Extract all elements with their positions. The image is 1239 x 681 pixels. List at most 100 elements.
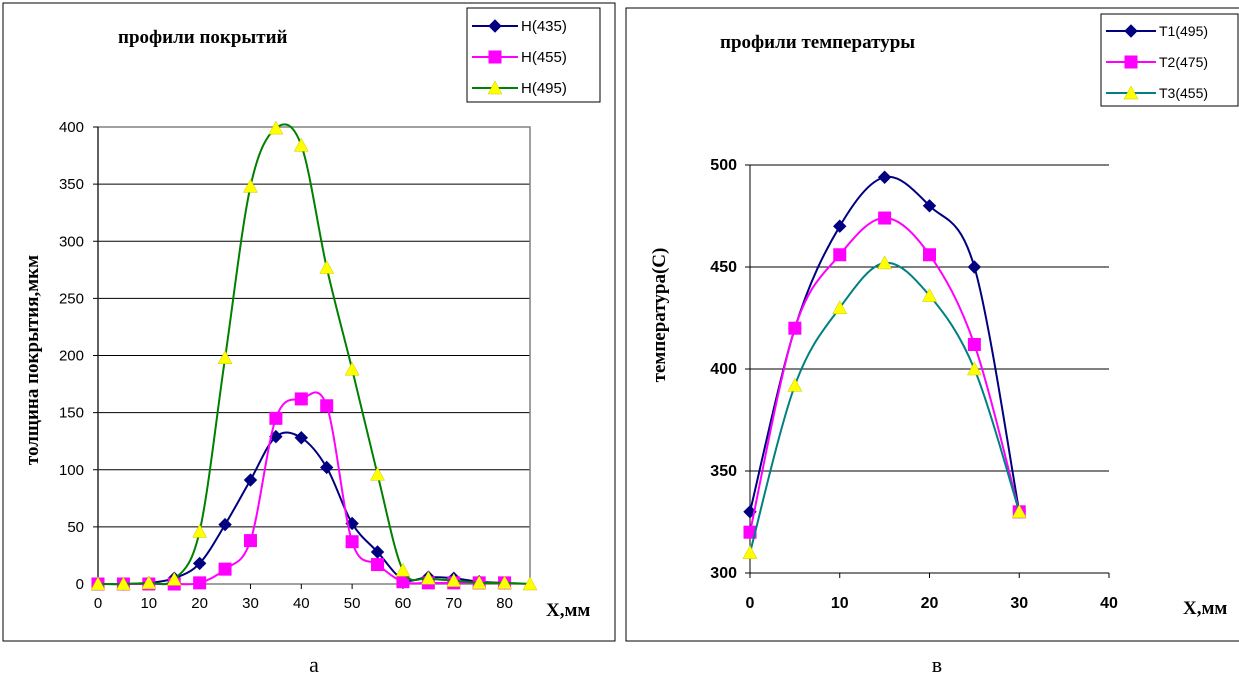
chart-a-y-tick-label: 250 [59, 290, 84, 307]
chart-a-x-label: X,мм [546, 600, 590, 621]
chart-b-title: профили температуры [720, 32, 915, 53]
chart-b-y-label: температура(С) [649, 248, 670, 383]
chart-a-legend-marker [488, 19, 502, 33]
chart-a-series-line [97, 123, 531, 586]
chart-a-data-point [497, 575, 513, 590]
chart-a-data-point [218, 562, 232, 576]
chart-a-y-label: толщина покрытия,мкм [22, 255, 43, 465]
chart-a-x-tick-label: 50 [344, 595, 361, 612]
chart-b-y-tick-label: 450 [710, 259, 737, 276]
chart-a-x-tick-label: 20 [191, 595, 208, 612]
chart-a-legend-marker [487, 80, 503, 95]
chart-a-y-tick-label: 0 [76, 576, 84, 593]
chart-a-y-tick-label: 50 [67, 519, 84, 536]
chart-a-data-point [446, 573, 462, 587]
chart-a-data-point [471, 575, 487, 590]
chart-a-data-point [243, 534, 257, 548]
chart-a: 0 50 100 150 200 250 300 350 400 0 10 20 30 40 50 60 70 8… [2, 2, 616, 677]
chart-a-x-tick-label: 70 [445, 595, 462, 612]
chart-b-y-tick-label: 350 [710, 463, 737, 480]
chart-a-data-point [320, 399, 334, 413]
chart-a-x-tick-label: 80 [496, 595, 513, 612]
chart-a-data-point [345, 535, 359, 549]
chart-b-x-tick-label: 0 [746, 595, 755, 612]
chart-a-data-point [141, 575, 157, 590]
chart-b-data-point [742, 545, 758, 559]
chart-b-data-point [833, 219, 847, 233]
chart-a-data-point [243, 473, 258, 487]
chart-a-legend-label: H(435) [521, 18, 567, 35]
chart-a-title: профили покрытий [118, 27, 288, 48]
chart-a-legend-marker [488, 50, 502, 64]
chart-b-data-point [1011, 504, 1027, 519]
chart-a-data-point [90, 576, 106, 591]
chart-b-data-point [787, 377, 803, 392]
chart-a-data-point [294, 392, 308, 406]
chart-a-data-point [217, 350, 233, 365]
chart-b-data-point [832, 300, 848, 315]
chart-b-legend-label: T3(455) [1159, 85, 1208, 101]
chart-b-y-tick-label: 300 [710, 565, 737, 582]
chart-a-data-point [371, 558, 385, 572]
chart-a-data-point [192, 523, 208, 538]
chart-a-x-tick-label: 0 [94, 595, 102, 612]
chart-a-data-point [268, 120, 284, 135]
chart-a-data-point [218, 517, 232, 532]
chart-a-data-point [293, 137, 309, 152]
chart-b-caption: в [932, 652, 942, 677]
chart-a-y-tick-label: 100 [59, 462, 84, 479]
chart-a-data-point [269, 411, 283, 425]
chart-a-data-point [420, 570, 436, 585]
chart-b-x-tick-label: 40 [1100, 595, 1118, 612]
chart-a-y-tick-label: 400 [59, 119, 84, 136]
chart-b-data-point [967, 260, 982, 274]
chart-b-data-point [877, 170, 892, 184]
chart-a-x-tick-label: 40 [293, 595, 310, 612]
chart-a-y-tick-label: 300 [59, 233, 84, 250]
chart-b-legend-label: T2(475) [1159, 54, 1208, 70]
chart-a-data-point [319, 260, 335, 274]
chart-a-data-point [395, 562, 411, 577]
chart-a-y-tick-label: 200 [59, 348, 84, 365]
chart-a-caption: а [309, 652, 319, 677]
chart-a-data-point [370, 466, 385, 481]
chart-a-legend-label: H(455) [521, 49, 567, 66]
chart-a-data-point [344, 361, 360, 376]
chart-b-data-point [966, 361, 982, 376]
chart-b-data-point [922, 288, 937, 302]
chart-a-data-point [522, 576, 538, 591]
chart-b-x-label: X,мм [1183, 598, 1227, 619]
chart-b-legend: T1(495) T2(475) T3(455) [1100, 13, 1239, 107]
chart-a-data-point [294, 431, 309, 445]
chart-b-y-tick-label: 400 [710, 361, 737, 378]
chart-a-legend-label: H(495) [521, 80, 567, 97]
chart-b-data-point [788, 321, 802, 335]
chart-b-data-point [922, 199, 937, 213]
chart-a-x-tick-label: 60 [395, 595, 412, 612]
chart-b-legend-marker [1124, 55, 1138, 69]
chart-a-data-point [192, 556, 207, 571]
chart-a-y-tick-label: 350 [59, 176, 84, 193]
chart-b-x-tick-label: 30 [1010, 595, 1028, 612]
chart-b-frame [625, 7, 1239, 642]
chart-a-legend: H(435) H(455) H(495) [466, 7, 601, 103]
chart-b-y-tick-label: 500 [710, 157, 737, 174]
chart-a-data-point [243, 178, 258, 193]
chart-a-x-tick-label: 10 [140, 595, 157, 612]
chart-b-x-tick-label: 20 [921, 595, 939, 612]
chart-b: 300 350 400 450 500 0 10 20 30 40 профили темпера… [625, 7, 1239, 677]
chart-b-data-point [878, 211, 892, 225]
chart-b-data-point [877, 255, 893, 270]
chart-b-data-point [967, 338, 981, 352]
chart-a-frame [2, 2, 616, 642]
chart-b-data-point [923, 248, 936, 262]
chart-a-data-point [319, 460, 334, 475]
chart-a-x-tick-label: 30 [242, 595, 259, 612]
chart-a-data-point [115, 576, 131, 591]
chart-b-data-point [833, 248, 847, 262]
chart-a-data-point [166, 571, 182, 586]
chart-b-legend-label: T1(495) [1159, 23, 1208, 39]
chart-b-legend-box [1100, 13, 1239, 107]
chart-a-y-tick-label: 150 [59, 405, 84, 422]
